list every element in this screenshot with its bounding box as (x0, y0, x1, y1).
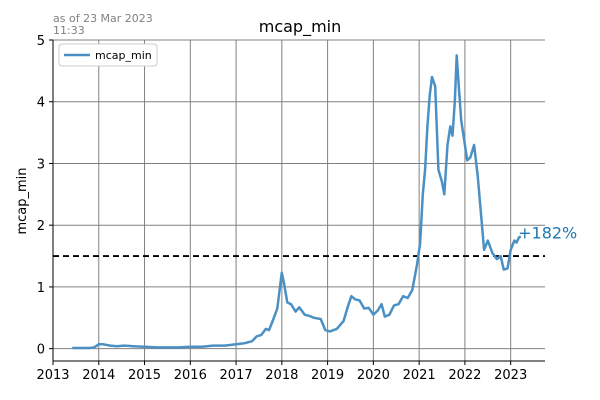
x-tick-label-2013: 2013 (36, 368, 69, 383)
series-layer (72, 54, 522, 350)
legend-box (58, 43, 158, 67)
x-tick-label-2014: 2014 (82, 368, 115, 383)
y-tick-label-2: 2 (37, 219, 45, 234)
x-tick-label-2016: 2016 (174, 368, 207, 383)
axes (52, 40, 545, 362)
y-tick-label-1: 1 (37, 281, 45, 296)
x-tick-label-2022: 2022 (448, 368, 481, 383)
x-tick-label-2017: 2017 (220, 368, 253, 383)
y-axis-ticks: 0 1 2 3 4 5 (37, 34, 53, 358)
grid (52, 39, 545, 361)
as-of-date: as of 23 Mar 2023 (53, 12, 153, 25)
chart-title: mcap_min (259, 17, 342, 37)
x-tick-label-2021: 2021 (403, 368, 436, 383)
change-annotation: +182% (518, 224, 577, 243)
x-tick-label-2018: 2018 (265, 368, 298, 383)
legend-label-mcap-min: mcap_min (95, 49, 152, 62)
y-tick-label-3: 3 (37, 157, 45, 172)
y-tick-label-4: 4 (37, 96, 45, 111)
x-tick-label-2015: 2015 (128, 368, 161, 383)
y-tick-label-0: 0 (37, 343, 45, 358)
x-tick-label-2020: 2020 (357, 368, 390, 383)
x-tick-label-2023: 2023 (494, 368, 527, 383)
as-of-time: 11:33 (53, 24, 85, 37)
y-tick-label-5: 5 (37, 34, 45, 49)
y-axis-label: mcap_min (15, 167, 30, 234)
x-tick-label-2019: 2019 (311, 368, 344, 383)
series-line-mcap-min (72, 54, 522, 350)
x-axis-ticks: 2013 2014 2015 2016 2017 2018 2019 2020 2021 2022… (36, 361, 527, 383)
legend: mcap_min (58, 43, 158, 67)
